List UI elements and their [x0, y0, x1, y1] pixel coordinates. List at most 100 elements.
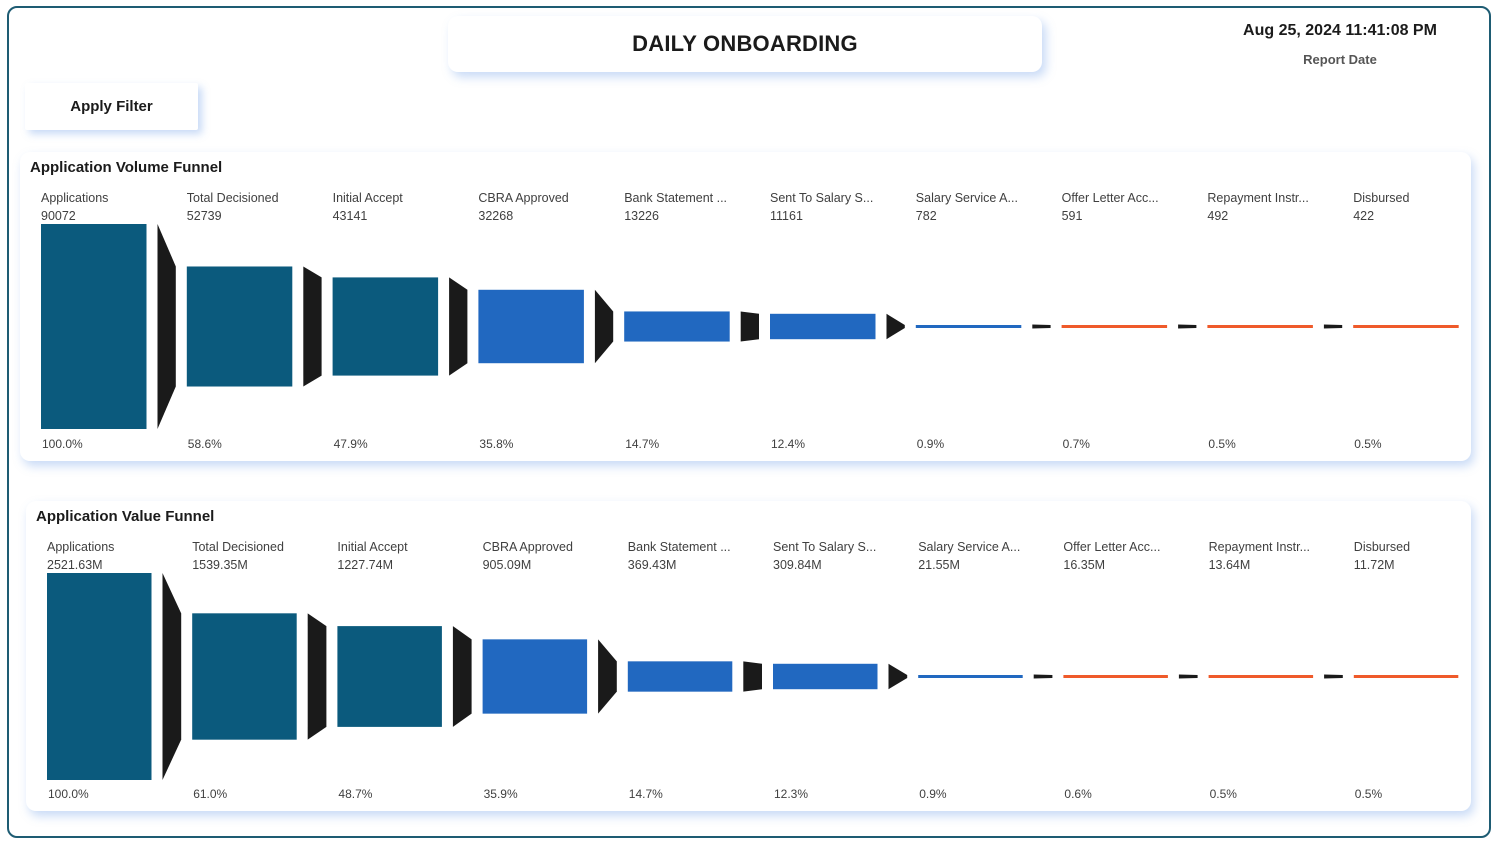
funnel-1-stage-pct-7: 0.6% [1064, 787, 1092, 801]
funnel-1-stage-label-5: Sent To Salary S... [773, 540, 876, 554]
funnel-1-stage-pct-6: 0.9% [919, 787, 947, 801]
funnel-0-stage-pct-4: 14.7% [625, 437, 659, 451]
funnel-0-stage-value-3: 32268 [478, 209, 513, 223]
funnel-1-stage-value-8: 13.64M [1209, 558, 1251, 572]
funnel-0-stage-pct-3: 35.8% [479, 437, 513, 451]
funnel-0-bar-9[interactable] [1353, 325, 1459, 328]
funnel-0-bar-0[interactable] [41, 224, 147, 429]
funnel-0-bar-5[interactable] [770, 313, 876, 340]
funnel-1-stage-value-2: 1227.74M [337, 558, 393, 572]
funnel-0-stage-value-9: 422 [1353, 209, 1374, 223]
funnel-1-bar-1[interactable] [192, 613, 297, 740]
funnel-1-stage-value-0: 2521.63M [47, 558, 103, 572]
funnel-0-stage-label-9: Disbursed [1353, 191, 1409, 205]
funnel-1-stage-value-6: 21.55M [918, 558, 960, 572]
funnel-0-bar-4[interactable] [624, 311, 730, 342]
funnel-1-stage-value-3: 905.09M [483, 558, 532, 572]
funnel-0-stage-value-5: 11161 [770, 209, 803, 223]
funnel-0-connector-3 [594, 289, 614, 364]
funnel-0-stage-pct-8: 0.5% [1208, 437, 1236, 451]
funnel-0-connector-8 [1323, 324, 1343, 329]
funnel-0-stage-label-6: Salary Service A... [916, 191, 1018, 205]
funnel-1-connector-1 [307, 613, 327, 740]
funnel-0-bar-1[interactable] [186, 266, 293, 387]
funnel-1-connector-5 [888, 663, 908, 690]
funnel-1-stage-label-3: CBRA Approved [483, 540, 573, 554]
funnel-1-stage-value-4: 369.43M [628, 558, 677, 572]
funnel-0-stage-label-5: Sent To Salary S... [770, 191, 873, 205]
funnel-0-stage-label-8: Repayment Instr... [1207, 191, 1308, 205]
funnel-0-stage-value-0: 90072 [41, 209, 76, 223]
funnel-0-bar-2[interactable] [332, 277, 439, 376]
funnel-0-stage-pct-5: 12.4% [771, 437, 805, 451]
funnel-1-stage-pct-4: 14.7% [629, 787, 663, 801]
page-title-text: DAILY ONBOARDING [632, 31, 858, 56]
funnel-0-connector-2 [449, 277, 468, 376]
funnel-0-connector-4 [740, 311, 759, 342]
funnel-0-bar-7[interactable] [1061, 325, 1168, 328]
funnel-1-stage-pct-0: 100.0% [48, 787, 89, 801]
funnel-1-bar-5[interactable] [773, 663, 878, 690]
funnel-1-stage-label-0: Applications [47, 540, 114, 554]
funnel-1-connector-6 [1033, 674, 1053, 679]
value-funnel-card: Application Value Funnel Applications 252… [26, 501, 1471, 811]
funnel-1-connector-4 [743, 661, 762, 692]
funnel-0-bar-8[interactable] [1207, 325, 1313, 328]
funnel-0-stage-value-1: 52739 [187, 209, 222, 223]
funnel-1-stage-label-1: Total Decisioned [192, 540, 284, 554]
funnel-1-stage-value-7: 16.35M [1063, 558, 1105, 572]
funnel-0-stage-pct-0: 100.0% [42, 437, 83, 451]
funnel-0-stage-label-1: Total Decisioned [187, 191, 279, 205]
funnel-1-bar-7[interactable] [1063, 675, 1168, 678]
report-date-label: Report Date [1303, 52, 1377, 67]
report-datetime: Aug 25, 2024 11:41:08 PM [1243, 22, 1437, 39]
funnel-1-bar-3[interactable] [482, 639, 588, 714]
funnel-0-stage-value-4: 13226 [624, 209, 659, 223]
funnel-1-bar-8[interactable] [1208, 675, 1314, 678]
funnel-1-bar-0[interactable] [47, 573, 152, 780]
funnel-0-stage-label-3: CBRA Approved [478, 191, 568, 205]
funnel-1-stage-pct-3: 35.9% [484, 787, 518, 801]
funnel-1-stage-pct-8: 0.5% [1210, 787, 1238, 801]
funnel-0-stage-label-0: Applications [41, 191, 108, 205]
value-funnel-chart: Applications 2521.63M 100.0% Total Decision… [47, 540, 1459, 801]
funnel-1-stage-value-1: 1539.35M [192, 558, 248, 572]
funnel-1-bar-2[interactable] [337, 626, 442, 727]
funnel-1-stage-pct-9: 0.5% [1355, 787, 1383, 801]
volume-funnel-title: Application Volume Funnel [30, 159, 223, 176]
funnel-1-stage-label-6: Salary Service A... [918, 540, 1020, 554]
funnel-0-stage-value-6: 782 [916, 209, 937, 223]
report-date: Aug 25, 2024 11:41:08 PM Report Date [1220, 22, 1460, 67]
page-title: DAILY ONBOARDING [448, 16, 1042, 72]
volume-funnel-chart: Applications 90072 100.0% Total Decisioned 5… [41, 191, 1459, 451]
funnel-1-connector-8 [1324, 674, 1343, 679]
funnel-1-bar-9[interactable] [1353, 675, 1459, 678]
funnel-1-stage-label-7: Offer Letter Acc... [1063, 540, 1160, 554]
funnel-1-stage-label-2: Initial Accept [337, 540, 408, 554]
funnel-1-stage-value-9: 11.72M [1354, 558, 1395, 572]
funnel-1-connector-0 [162, 573, 182, 780]
funnel-1-stage-pct-5: 12.3% [774, 787, 808, 801]
funnel-0-stage-value-7: 591 [1062, 209, 1083, 223]
funnel-0-stage-label-4: Bank Statement ... [624, 191, 727, 205]
apply-filter-button[interactable]: Apply Filter [25, 83, 198, 130]
funnel-1-connector-3 [598, 639, 617, 714]
funnel-0-stage-pct-7: 0.7% [1063, 437, 1091, 451]
funnel-1-stage-pct-1: 61.0% [193, 787, 227, 801]
funnel-0-bar-3[interactable] [478, 289, 584, 364]
funnel-1-bar-6[interactable] [918, 675, 1023, 678]
funnel-1-connector-2 [452, 626, 472, 727]
funnel-0-stage-pct-2: 47.9% [334, 437, 368, 451]
funnel-0-stage-pct-6: 0.9% [917, 437, 945, 451]
funnel-0-stage-pct-9: 0.5% [1354, 437, 1382, 451]
funnel-1-stage-value-5: 309.84M [773, 558, 822, 572]
value-funnel-title: Application Value Funnel [36, 508, 215, 525]
funnel-1-stage-label-8: Repayment Instr... [1209, 540, 1310, 554]
funnel-1-bar-4[interactable] [627, 661, 733, 692]
funnel-0-bar-6[interactable] [915, 325, 1022, 328]
funnel-0-stage-pct-1: 58.6% [188, 437, 222, 451]
funnel-1-stage-label-9: Disbursed [1354, 540, 1410, 554]
funnel-1-connector-7 [1178, 674, 1198, 679]
funnel-0-stage-value-8: 492 [1207, 209, 1228, 223]
funnel-0-connector-1 [303, 266, 322, 387]
